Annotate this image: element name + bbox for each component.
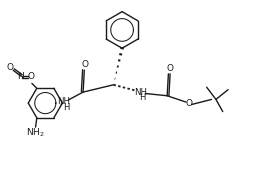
Text: H: H <box>63 103 69 112</box>
Text: O: O <box>166 64 173 73</box>
Text: O: O <box>7 63 14 72</box>
Text: NH: NH <box>57 97 70 106</box>
Text: O: O <box>81 60 88 69</box>
Text: N: N <box>18 72 24 81</box>
Text: O: O <box>27 72 34 81</box>
Text: O: O <box>185 99 192 108</box>
Text: NH$_2$: NH$_2$ <box>26 127 45 139</box>
Text: NH: NH <box>134 88 147 97</box>
Text: H: H <box>139 93 146 102</box>
